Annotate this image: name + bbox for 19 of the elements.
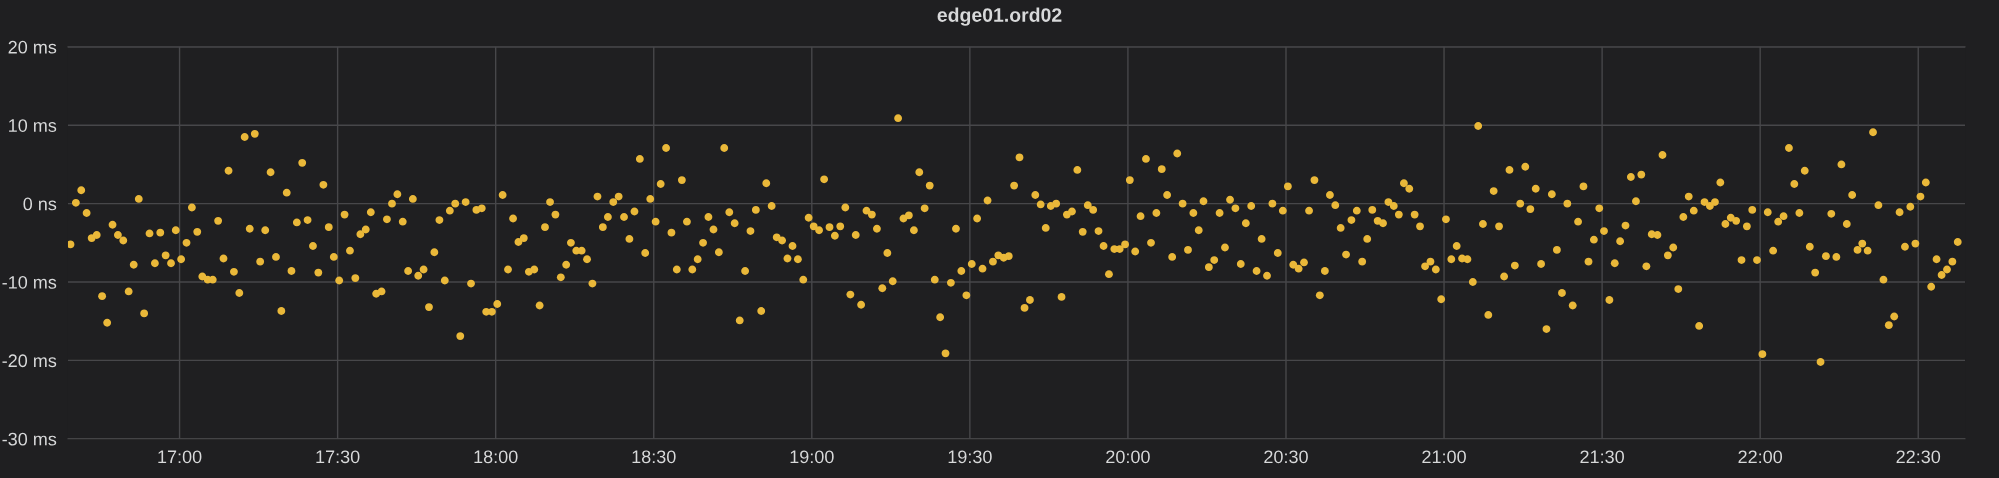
y-tick-label: 20 ms [8, 40, 57, 54]
x-tick-label: 19:30 [948, 450, 992, 464]
x-tick-label: 17:30 [316, 450, 360, 464]
x-tick-label: 18:30 [632, 450, 676, 464]
x-tick-label: 22:00 [1738, 450, 1783, 464]
y-tick-label: -10 ms [2, 275, 57, 289]
y-tick-label: -20 ms [2, 354, 57, 368]
x-tick-label: 21:30 [1580, 450, 1624, 464]
x-tick-label: 22:30 [1896, 450, 1941, 464]
chart-title: edge01.ord02 [937, 7, 1062, 26]
x-tick-label: 18:00 [474, 450, 518, 464]
x-tick-label: 17:00 [158, 450, 202, 464]
y-tick-label: 10 ms [9, 119, 57, 132]
x-tick-label: 21:00 [1422, 450, 1466, 464]
x-tick-label: 19:00 [790, 450, 834, 464]
x-tick-label: 20:30 [1264, 450, 1308, 464]
y-tick-label: -30 ms [2, 432, 57, 446]
y-tick-label: 0 ns [23, 197, 57, 211]
x-tick-label: 20:00 [1106, 450, 1150, 464]
